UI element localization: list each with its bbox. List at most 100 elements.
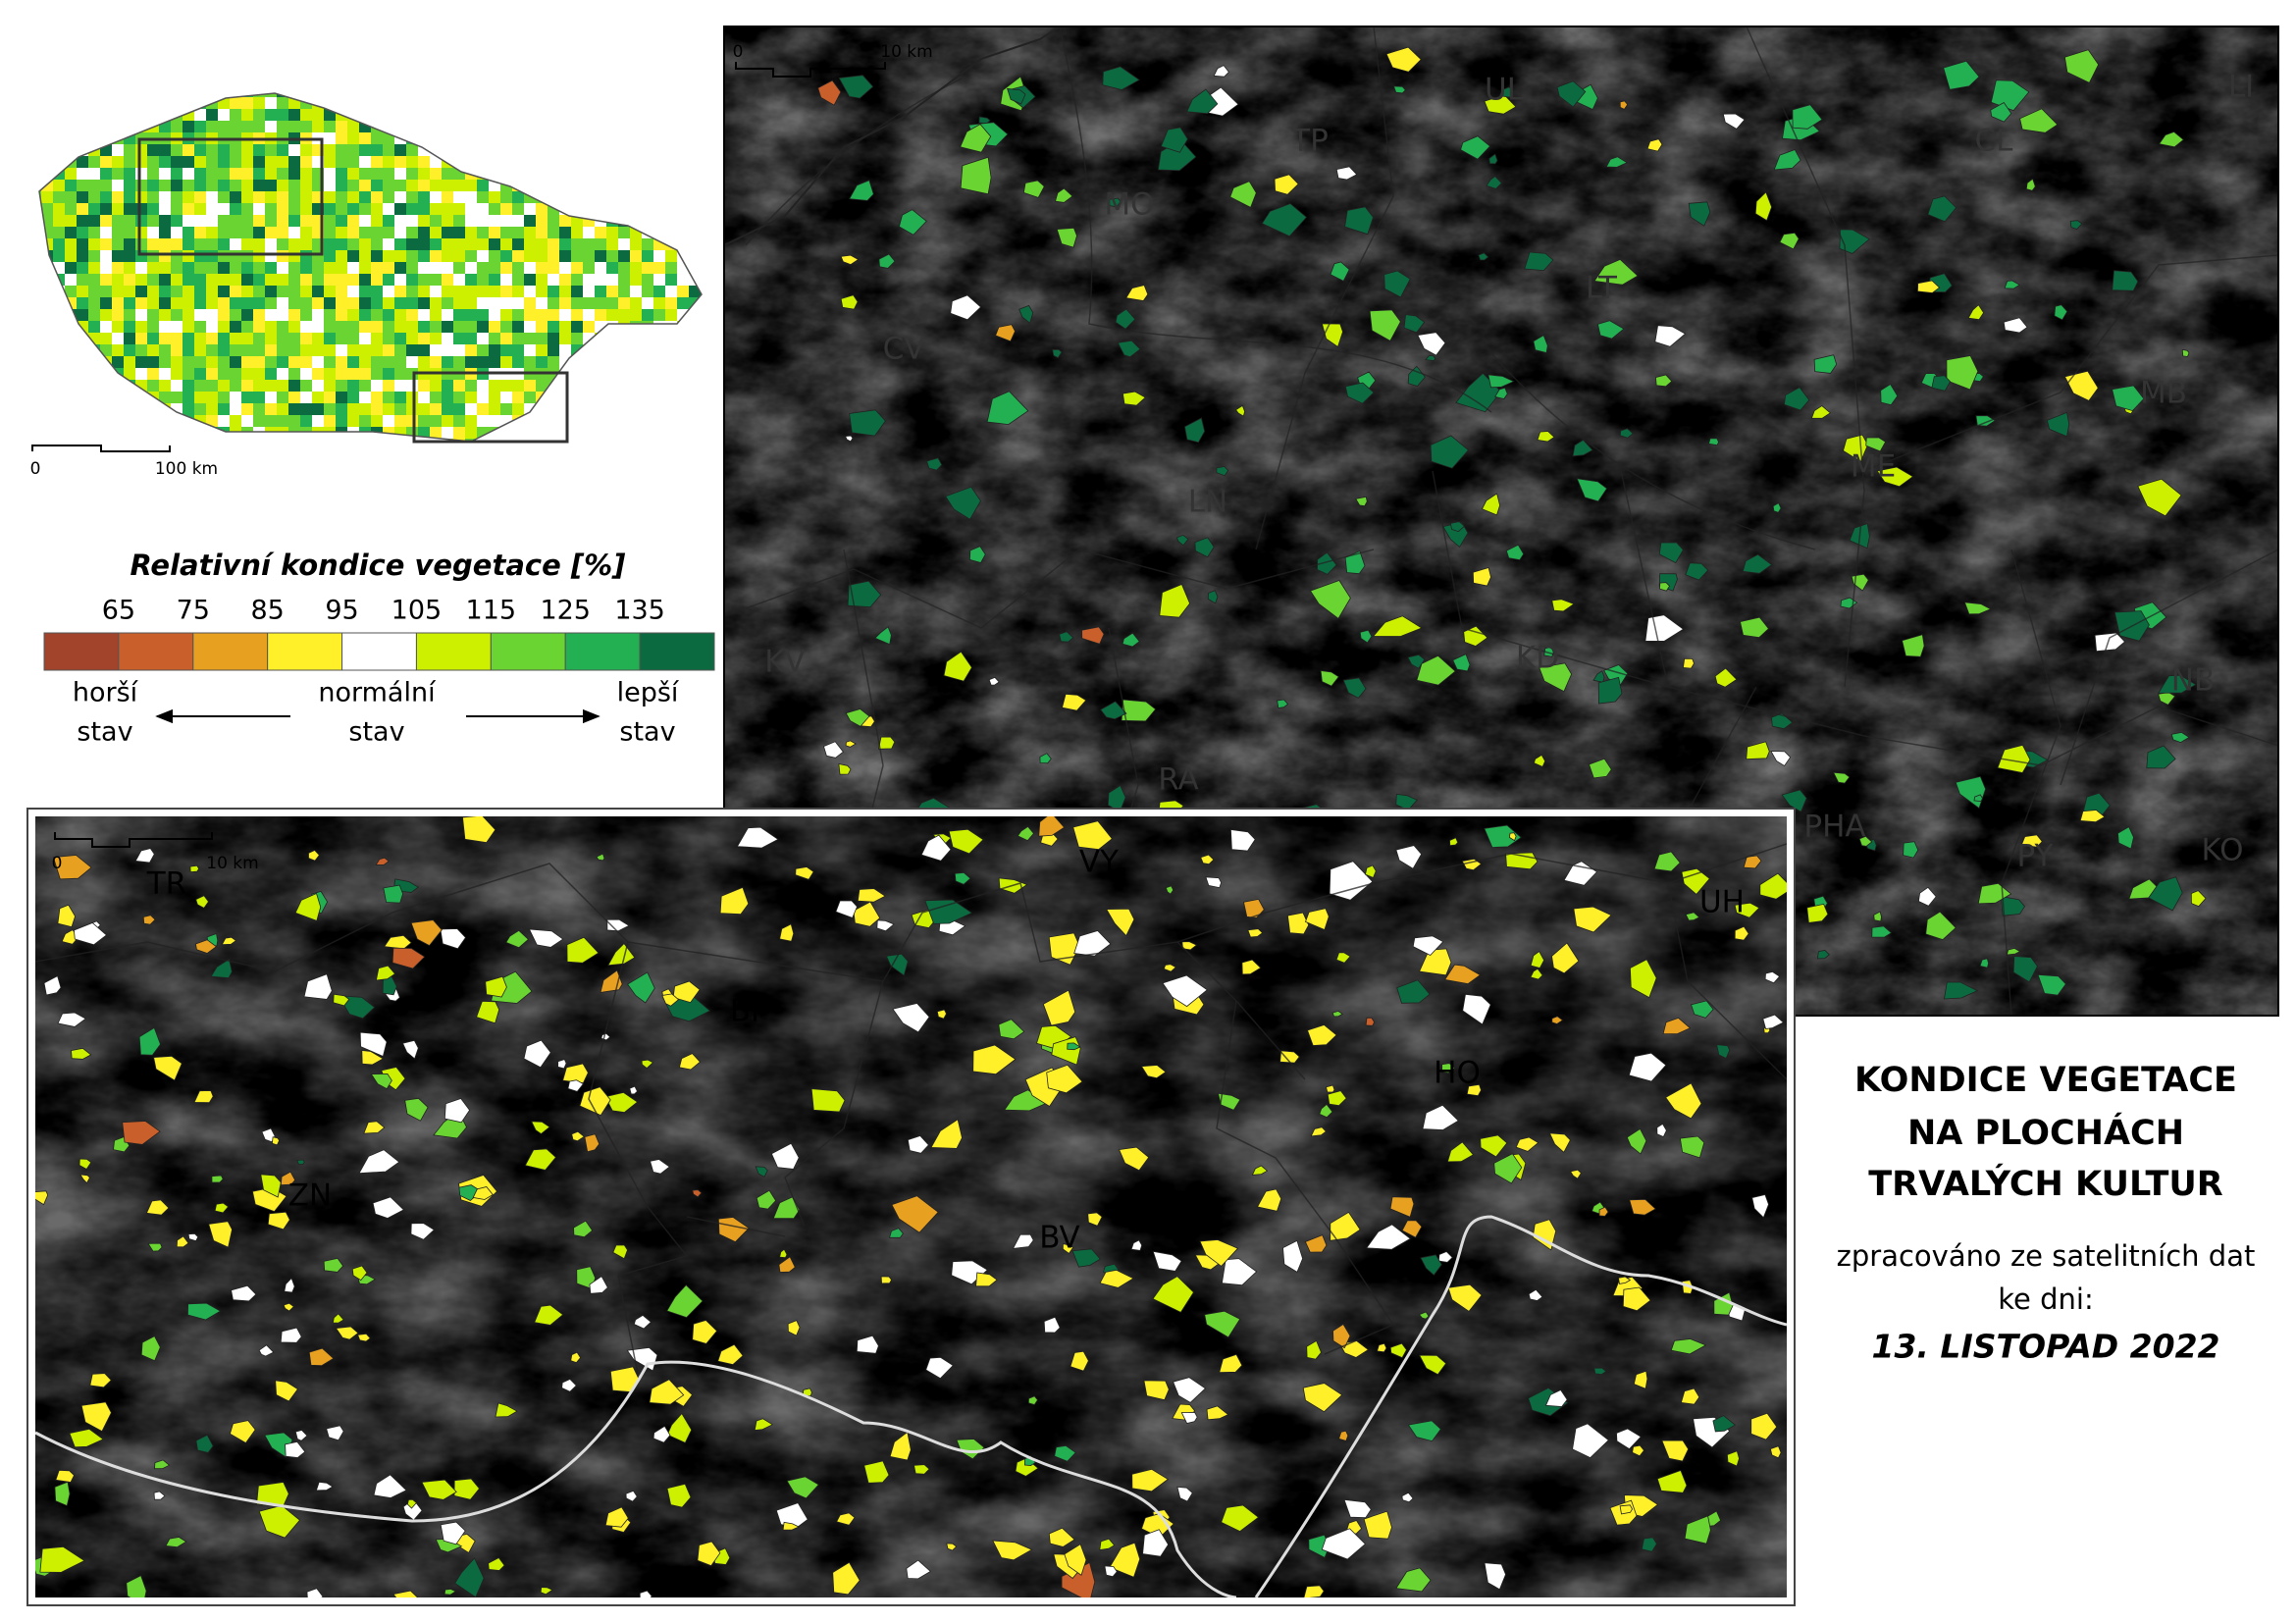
pixel (406, 238, 418, 250)
pixel (288, 392, 300, 403)
pixel (559, 333, 571, 344)
pixel (477, 74, 489, 85)
pixel (524, 262, 536, 274)
pixel (371, 156, 383, 168)
pixel (653, 109, 665, 121)
pixel (39, 121, 41, 132)
pixel (665, 97, 677, 109)
pixel (112, 321, 124, 333)
pixel (194, 262, 206, 274)
pixel (701, 109, 702, 121)
pixel (230, 121, 241, 132)
field-patch (140, 1335, 161, 1362)
pixel (559, 344, 571, 356)
field-patch (717, 1217, 750, 1243)
pixel (689, 250, 701, 262)
pixel (559, 309, 571, 321)
pixel (418, 238, 430, 250)
pixel (124, 203, 135, 215)
pixel (135, 321, 147, 333)
pixel (65, 156, 77, 168)
pixel (453, 203, 465, 215)
pixel (712, 427, 724, 439)
field-patch (1480, 1134, 1508, 1158)
pixel (194, 156, 206, 168)
pixel (524, 415, 536, 427)
field-patch (410, 1223, 436, 1240)
pixel (477, 132, 489, 144)
pixel (512, 109, 524, 121)
pixel (712, 132, 724, 144)
pixel (147, 333, 159, 344)
pixel (253, 250, 265, 262)
field-patch (1654, 325, 1687, 347)
pixel (712, 380, 724, 392)
pixel (241, 215, 253, 227)
field-patch (1944, 981, 1979, 1000)
info-title: KONDICE VEGETACE (1854, 1061, 2237, 1100)
pixel (701, 121, 702, 132)
field-patch (1430, 435, 1470, 469)
pixel (665, 427, 677, 439)
pixel (653, 203, 665, 215)
pixel (701, 368, 702, 380)
pixel (606, 191, 618, 203)
pixel (665, 392, 677, 403)
region-label: CL (1975, 124, 2014, 159)
pixel (112, 439, 124, 442)
pixel (465, 250, 477, 262)
pixel (77, 274, 88, 286)
pixel (300, 344, 312, 356)
field-patch (1644, 614, 1685, 642)
pixel (406, 321, 418, 333)
pixel (347, 238, 359, 250)
field-patch (666, 1284, 704, 1319)
pixel (465, 403, 477, 415)
pixel (406, 203, 418, 215)
pixel (39, 97, 41, 109)
pixel (218, 121, 230, 132)
field-patch (666, 1483, 692, 1508)
pixel (277, 238, 288, 250)
pixel (618, 286, 630, 297)
pixel (677, 156, 689, 168)
field-patch (358, 1149, 400, 1175)
legend-tick: 75 (177, 596, 210, 626)
pixel (147, 203, 159, 215)
pixel (77, 191, 88, 203)
field-patch (1544, 1388, 1568, 1407)
pixel (194, 286, 206, 297)
pixel (230, 450, 241, 462)
pixel (418, 392, 430, 403)
field-patch (786, 1476, 819, 1499)
pixel (442, 93, 453, 97)
field-patch (1205, 876, 1223, 889)
pixel (77, 356, 88, 368)
field-patch (1119, 1146, 1150, 1172)
pixel (241, 309, 253, 321)
pixel (371, 403, 383, 415)
field-patch (1754, 191, 1773, 222)
pixel (606, 439, 618, 442)
pixel (288, 144, 300, 156)
pixel (39, 168, 41, 180)
pixel (406, 392, 418, 403)
pixel (336, 286, 347, 297)
pixel (206, 93, 218, 97)
field-patch (1162, 974, 1208, 1008)
legend-swatch (639, 632, 715, 671)
pixel (288, 180, 300, 191)
pixel (77, 403, 88, 415)
field-patch (1772, 502, 1782, 513)
pixel (606, 427, 618, 439)
pixel (630, 109, 642, 121)
pixel (701, 356, 702, 368)
pixel (430, 392, 442, 403)
pixel (653, 403, 665, 415)
field-patch (488, 1556, 505, 1571)
field-patch (363, 1121, 386, 1134)
pixel (442, 74, 453, 85)
pixel (171, 238, 183, 250)
pixel (371, 97, 383, 109)
